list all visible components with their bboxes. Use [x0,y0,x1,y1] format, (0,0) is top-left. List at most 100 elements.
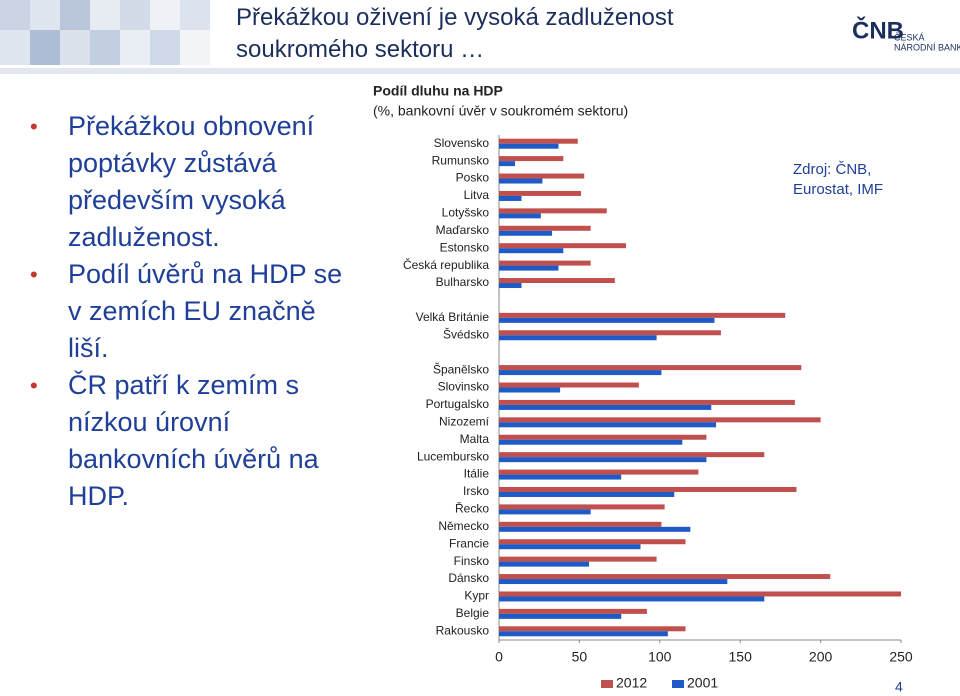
bar [499,173,585,179]
logo-text: ČESKÁ [894,32,925,42]
bar [499,138,578,144]
y-tick-label: Španělsko [433,361,489,376]
bar [499,469,699,475]
bar [499,504,665,510]
bar [499,626,686,632]
bar [499,230,553,236]
legend-label: 2012 [616,675,647,691]
bar [499,399,795,405]
y-tick-label: Lotyšsko [442,206,490,220]
y-tick-label: Belgie [456,606,490,620]
bullet: Podíl úvěrů na HDP se v zemích EU značně… [30,256,350,367]
bar [499,486,797,492]
bar [499,365,802,371]
y-tick-label: Finsko [454,554,490,568]
y-tick-label: Itálie [464,467,490,481]
decoration [0,0,960,74]
y-tick-label: Nizozemí [439,414,490,428]
bar [499,265,559,271]
bar [499,260,591,266]
y-tick-label: Německo [438,519,489,533]
logo-text: NÁRODNÍ BANKA [894,42,960,52]
y-tick-label: Rakousko [436,623,490,637]
bar [499,561,590,567]
bar [499,631,668,637]
y-tick-label: Dánsko [448,571,489,585]
y-tick-label: Posko [456,171,490,185]
bar [499,225,591,231]
bar [499,613,622,619]
legend-swatch [672,680,684,688]
y-tick-label: Francie [449,536,489,550]
bar [499,243,627,249]
bar [499,509,591,515]
slide-title: Překážkou oživení je vysoká zadluženost … [236,4,674,63]
bar [499,312,786,318]
y-tick-label: Švédsko [443,326,489,341]
y-tick-label: Portugalsko [426,397,490,411]
bar [499,195,522,201]
bar [499,404,712,410]
bar [499,608,647,614]
y-tick-label: Kypr [464,589,489,603]
bar [499,248,564,254]
source-note: Zdroj: ČNB, Eurostat, IMF [793,161,884,198]
bar [499,439,683,445]
bar [499,417,821,423]
bar [499,474,622,480]
bar [499,556,657,562]
y-tick-label: Lucembursko [417,449,489,463]
bar [499,452,765,458]
x-tick-label: 100 [648,649,672,665]
bullet: Překážkou obnovení poptávky zůstává před… [30,108,350,256]
bar [499,278,615,284]
bar [499,526,691,532]
y-tick-label: Estonsko [440,240,490,254]
y-tick-label: Slovinsko [438,380,490,394]
bar [499,457,707,463]
bar [499,178,543,184]
x-tick-label: 200 [809,649,833,665]
bar [499,521,662,527]
y-tick-label: Malta [460,432,490,446]
bar [499,591,901,597]
chart-title: Podíl dluhu na HDP [373,83,503,99]
y-tick-label: Rumunsko [432,153,490,167]
x-tick-label: 250 [889,649,913,665]
y-tick-label: Bulharsko [436,275,490,289]
bar [499,335,657,341]
bar [499,370,662,376]
bullet-list: Překážkou obnovení poptávky zůstává před… [30,108,350,515]
bar [499,283,522,289]
legend-swatch [601,680,613,688]
bar [499,491,675,497]
x-tick-label: 0 [495,649,503,665]
y-tick-label: Maďarsko [436,223,490,237]
y-tick-label: Litva [464,188,490,202]
logo-mark: ČNB [852,16,904,44]
x-tick-label: 50 [572,649,588,665]
chart-subtitle: (%, bankovní úvěr v soukromém sektoru) [373,103,628,119]
bullet: ČR patří k zemím s nízkou úrovní bankovn… [30,367,350,515]
bar [499,317,715,323]
bar [499,156,564,162]
bar [499,208,607,214]
bar [499,579,728,585]
bar [499,574,831,580]
bar [499,434,707,440]
bar [499,387,561,393]
bar [499,382,639,388]
bar [499,330,721,336]
y-tick-label: Irsko [463,484,489,498]
page-number: 4 [895,679,903,695]
bar [499,190,582,196]
y-tick-label: Velká Británie [416,310,490,324]
bar [499,213,541,219]
y-tick-label: Česká republika [403,257,489,272]
x-tick-label: 150 [729,649,753,665]
bar [499,143,559,149]
y-tick-label: Slovensko [434,136,490,150]
bar [499,422,717,428]
